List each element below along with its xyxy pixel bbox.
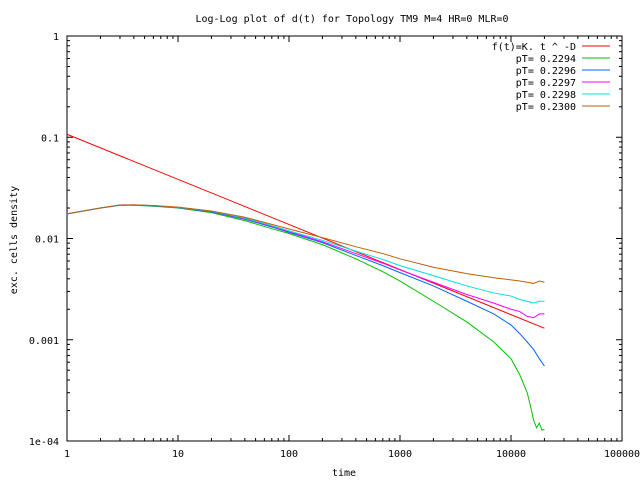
series-line-5 [66,204,545,284]
legend-label-5: pT= 0.2300 [516,102,576,113]
series-line-4 [66,204,545,304]
y-tick-label: 0.1 [41,133,59,144]
x-tick-label: 10 [172,449,184,460]
series-line-1 [66,204,545,431]
y-tick-label: 0.01 [35,235,59,246]
x-tick-label: 1000 [388,449,412,460]
x-axis-label: time [332,468,356,479]
x-tick-label: 1 [64,449,70,460]
legend-label-1: pT= 0.2294 [516,54,576,65]
y-tick-label: 1 [53,32,59,43]
x-tick-label: 100 [280,449,298,460]
series-line-0 [66,133,545,329]
y-axis-label: exc. cells density [9,186,20,294]
legend-label-3: pT= 0.2297 [516,78,576,89]
series-line-2 [66,204,545,367]
chart-title: Log-Log plot of d(t) for Topology TM9 M=… [195,14,508,25]
axis-ticks: 1 10 100 1000 10000 100000 1 0.1 0.01 0.001 1e-04 [29,32,640,460]
series-layer [66,133,545,431]
y-tick-label: 1e-04 [29,437,59,448]
series-line-3 [66,204,545,319]
x-tick-label: 10000 [496,449,526,460]
x-tick-label: 100000 [604,449,640,460]
legend-label-4: pT= 0.2298 [516,90,576,101]
legend-label-0: f(t)=K. t ^ -D [492,42,576,53]
y-tick-label: 0.001 [29,336,59,347]
legend-label-2: pT= 0.2296 [516,66,576,77]
